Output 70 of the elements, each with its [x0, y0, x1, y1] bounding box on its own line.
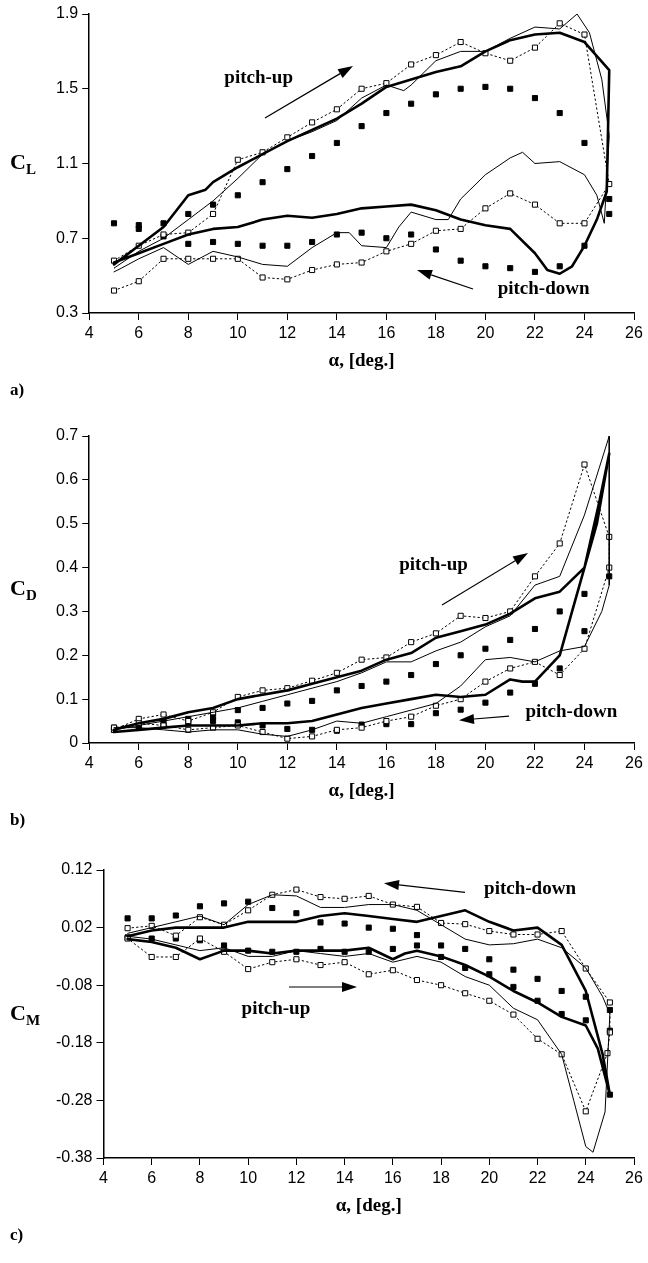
y-tick-label: 0.7	[55, 426, 79, 444]
x-tick-label: 12	[278, 754, 297, 772]
x-tick-label: 26	[625, 324, 643, 342]
y-axis-title: C$_{D}$	[10, 575, 37, 605]
x-tick-label: 10	[228, 324, 247, 342]
x-tick-label: 18	[427, 754, 445, 772]
annotation: pitch-up	[224, 65, 293, 87]
text: b)	[9, 810, 27, 831]
y-tick-label: 0	[69, 733, 79, 751]
y-tick-label: 1.5	[55, 79, 79, 97]
y-tick-label: 0.4	[55, 557, 79, 575]
y-tick-label: -0.28	[56, 1090, 93, 1108]
x-tick-label: 6	[134, 324, 144, 342]
x-axis-title: α, [deg.]	[335, 1193, 402, 1215]
x-tick-label: 8	[195, 1169, 205, 1187]
annotation: pitch-down	[497, 277, 590, 299]
x-tick-label: 22	[528, 1169, 547, 1187]
x-tick-label: 8	[183, 754, 193, 772]
text: a)	[9, 380, 26, 401]
y-axis-title: C$_{L}$	[10, 149, 36, 179]
x-tick-label: 24	[576, 1169, 595, 1187]
y-tick-label: 0.3	[55, 303, 79, 321]
y-tick-label: 1.9	[55, 4, 79, 22]
x-tick-label: 26	[625, 754, 643, 772]
x-tick-label: 4	[84, 324, 94, 342]
annotation: pitch-down	[484, 876, 577, 898]
x-tick-label: 18	[427, 324, 445, 342]
text: c)	[9, 1225, 25, 1246]
y-tick-label: 0.02	[61, 918, 93, 936]
y-tick-label: 1.1	[55, 153, 79, 171]
x-tick-label: 24	[575, 754, 594, 772]
y-tick-label: 0.2	[55, 645, 79, 663]
x-tick-label: 20	[476, 324, 495, 342]
x-tick-label: 22	[526, 754, 544, 772]
y-tick-label: 0.5	[55, 514, 79, 532]
x-tick-label: 14	[327, 324, 346, 342]
x-tick-label: 16	[377, 754, 396, 772]
x-tick-label: 16	[383, 1169, 402, 1187]
y-tick-label: -0.08	[56, 975, 93, 993]
x-tick-label: 6	[134, 754, 144, 772]
x-tick-label: 12	[287, 1169, 306, 1187]
y-tick-label: -0.38	[56, 1148, 93, 1166]
x-tick-label: 18	[432, 1169, 451, 1187]
x-tick-label: 4	[99, 1169, 109, 1187]
annotation: pitch-up	[399, 552, 468, 574]
x-tick-label: 14	[335, 1169, 354, 1187]
x-axis-title: α, [deg.]	[328, 348, 395, 370]
x-tick-label: 20	[476, 754, 495, 772]
y-tick-label: 0.12	[61, 860, 93, 878]
x-tick-label: 14	[327, 754, 346, 772]
x-axis-title: α, [deg.]	[328, 778, 395, 800]
annotation: pitch-down	[525, 700, 618, 722]
y-tick-label: 0.3	[55, 601, 79, 619]
y-tick-label: 0.7	[55, 228, 79, 246]
x-tick-label: 20	[480, 1169, 499, 1187]
x-tick-label: 4	[84, 754, 94, 772]
x-tick-label: 8	[183, 324, 193, 342]
x-tick-label: 22	[526, 324, 544, 342]
annotation: pitch-up	[241, 997, 311, 1019]
y-axis-title: C$_{M}$	[10, 999, 41, 1029]
x-tick-label: 24	[575, 324, 594, 342]
x-tick-label: 12	[278, 324, 297, 342]
y-tick-label: 0.1	[55, 689, 79, 707]
y-tick-label: -0.18	[56, 1033, 93, 1051]
x-tick-label: 10	[239, 1169, 258, 1187]
x-tick-label: 10	[228, 754, 247, 772]
x-tick-label: 6	[147, 1169, 157, 1187]
y-tick-label: 0.6	[55, 470, 79, 488]
x-tick-label: 26	[625, 1169, 643, 1187]
x-tick-label: 16	[377, 324, 396, 342]
